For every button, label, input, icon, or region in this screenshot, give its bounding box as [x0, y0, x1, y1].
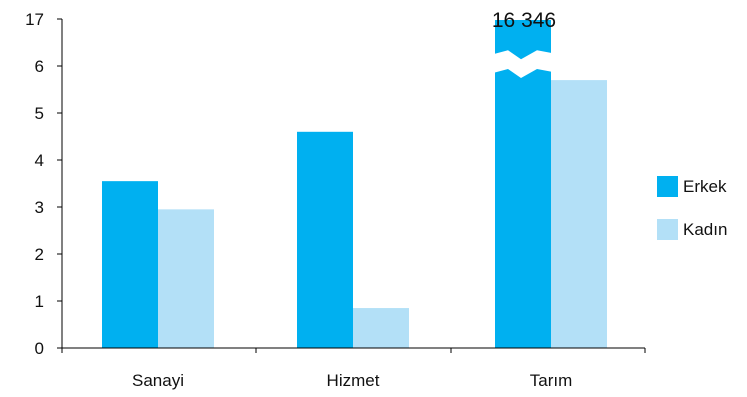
legend: Erkek Kadın: [657, 176, 727, 240]
y-tick-label: 4: [35, 151, 44, 170]
y-tick-label: 2: [35, 245, 44, 264]
legend-swatch-kadın: [657, 219, 678, 240]
axes-layer: [57, 18, 646, 353]
data-label: 16 346: [492, 9, 556, 32]
y-tick-label: 17: [25, 10, 44, 29]
x-tick-label: Tarım: [530, 371, 573, 390]
y-tick-label: 5: [35, 104, 44, 123]
legend-label-erkek: Erkek: [683, 177, 727, 196]
x-tick-label: Sanayi: [132, 371, 184, 390]
bar-erkek-hizmet: [297, 131, 353, 348]
y-tick-label: 6: [35, 57, 44, 76]
bar-kadın-tarım: [551, 80, 607, 348]
labels-layer: 0 1 2 3 4 5 6 17 Sanayi Hizmet Tarım 16 346: [25, 9, 572, 390]
y-tick-label: 1: [35, 292, 44, 311]
bar-erkek-sanayi: [102, 181, 158, 348]
x-tick-label: Hizmet: [327, 371, 380, 390]
bars-layer: [102, 20, 607, 348]
axis-break-mark: [493, 50, 553, 79]
bar-kadın-sanayi: [158, 209, 214, 348]
bar-kadın-hizmet: [353, 308, 409, 348]
legend-swatch-erkek: [657, 176, 678, 197]
legend-label-kadın: Kadın: [683, 220, 727, 239]
y-tick-label: 3: [35, 198, 44, 217]
y-tick-label: 0: [35, 339, 44, 358]
